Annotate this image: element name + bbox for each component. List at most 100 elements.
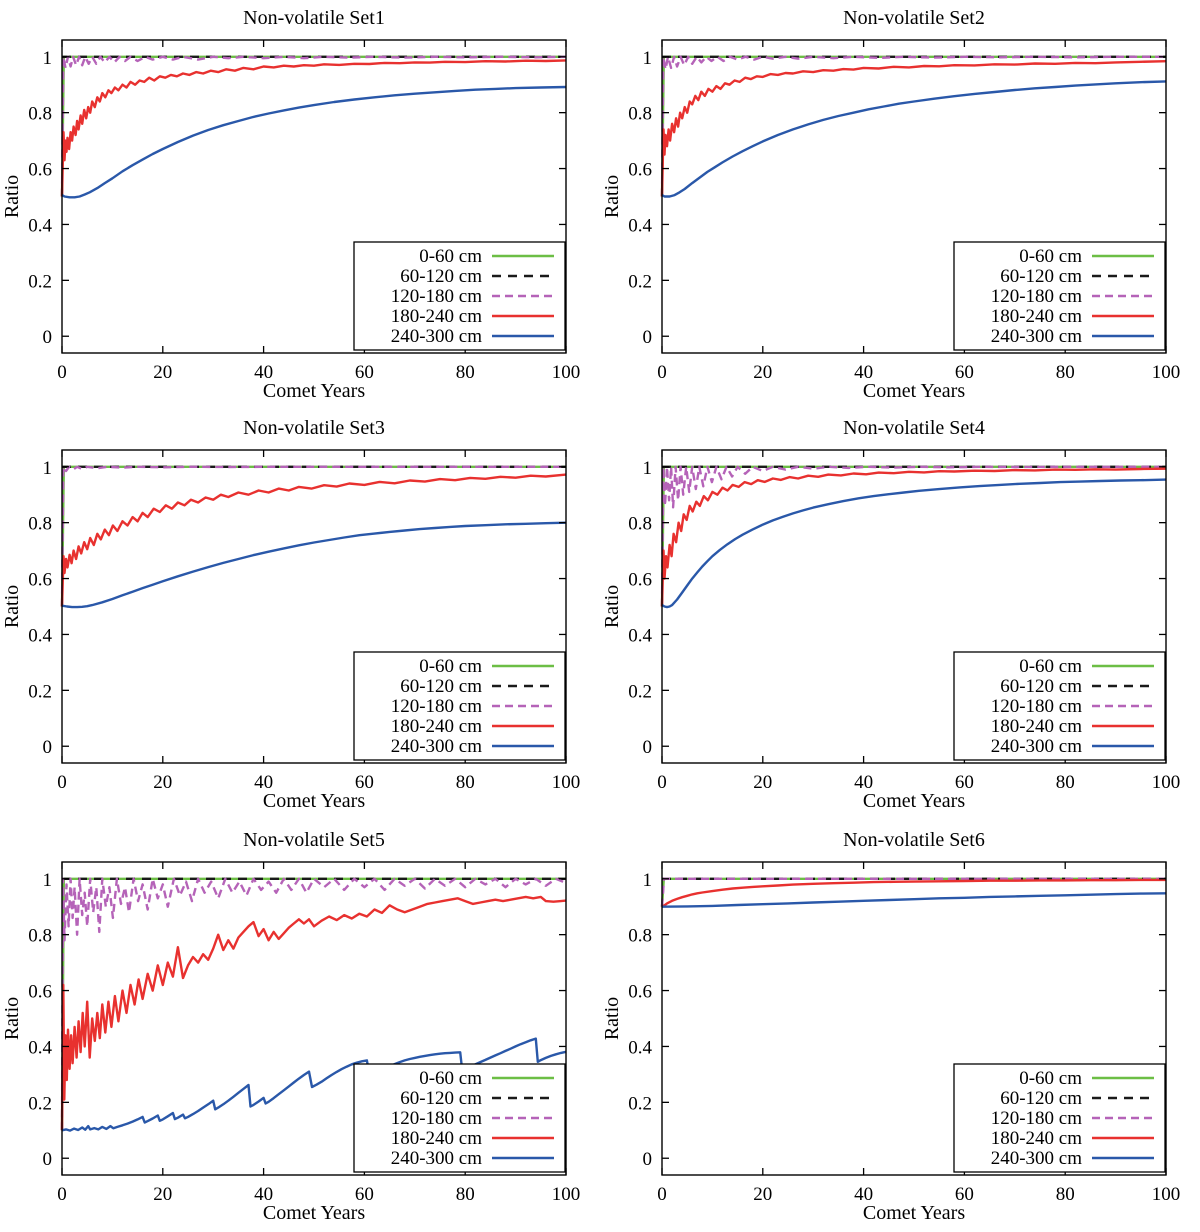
- y-tick-label: 0.2: [28, 681, 52, 702]
- legend-label: 60-120 cm: [1000, 676, 1082, 697]
- x-tick-label: 40: [854, 362, 873, 383]
- legend-label: 240-300 cm: [391, 326, 483, 347]
- x-tick-label: 80: [1056, 1184, 1075, 1205]
- series-line-0-60-cm: [60, 55, 566, 197]
- legend-label: 120-180 cm: [991, 286, 1083, 307]
- axis-ticks: [661, 40, 1167, 353]
- legend-label: 60-120 cm: [400, 676, 482, 697]
- series-line-120-180-cm: [60, 877, 567, 1131]
- legend-label: 180-240 cm: [991, 1128, 1083, 1149]
- y-tick-label: 0.8: [628, 104, 652, 125]
- x-tick-label: 60: [355, 772, 374, 793]
- legend-label: 120-180 cm: [991, 696, 1083, 717]
- y-tick-label: 1: [643, 870, 653, 891]
- x-tick-label: 100: [1152, 362, 1181, 383]
- x-axis-label: Comet Years: [263, 380, 365, 402]
- series-line-120-180-cm: [660, 465, 1166, 607]
- chart-cell-set3: 0 20 40 60 80 100 0 0.2 0.4 0.6 0.8 1 Non-volatile S…: [0, 410, 600, 822]
- series-line-120-180-cm: [60, 465, 566, 607]
- chart-cell-set5: 0 20 40 60 80 100 0 0.2 0.4 0.6 0.8 1 Non-volatile S…: [0, 822, 600, 1232]
- chart-set4: 0 20 40 60 80 100 0 0.2 0.4 0.6 0.8 1 Non-volatile S…: [601, 417, 1181, 812]
- y-tick-label: 0.6: [28, 160, 52, 181]
- chart-set5: 0 20 40 60 80 100 0 0.2 0.4 0.6 0.8 1 Non-volatile S…: [1, 829, 581, 1224]
- chart-cell-set6: 0 20 40 60 80 100 0 0.2 0.4 0.6 0.8 1 Non-volatile S…: [600, 822, 1200, 1232]
- y-tick-label: 0.4: [28, 1037, 52, 1058]
- y-tick-label: 0.2: [628, 271, 652, 292]
- x-tick-label: 100: [552, 772, 581, 793]
- x-axis-label: Comet Years: [263, 1202, 365, 1224]
- y-tick-label: 0.2: [28, 271, 52, 292]
- y-tick-label: 0.4: [28, 625, 52, 646]
- y-tick-label: 0: [643, 327, 653, 348]
- x-tick-label: 100: [1152, 772, 1181, 793]
- series-line-240-300-cm: [661, 892, 1167, 908]
- y-axis-label: Ratio: [601, 585, 623, 628]
- y-tick-label: 1: [643, 48, 653, 69]
- x-tick-label: 20: [753, 772, 772, 793]
- chart-title: Non-volatile Set4: [843, 417, 985, 439]
- legend-label: 120-180 cm: [991, 1108, 1083, 1129]
- legend-label: 60-120 cm: [1000, 1088, 1082, 1109]
- y-tick-label: 0.8: [28, 926, 52, 947]
- plot-border: [61, 861, 567, 1176]
- legend-label: 180-240 cm: [391, 1128, 483, 1149]
- series-line-120-180-cm: [660, 877, 1166, 907]
- x-tick-label: 0: [657, 772, 667, 793]
- x-tick-label: 60: [955, 772, 974, 793]
- chart-title: Non-volatile Set6: [843, 829, 985, 851]
- plot-border: [61, 449, 567, 764]
- y-tick-label: 0.2: [628, 681, 652, 702]
- y-tick-label: 0.8: [28, 104, 52, 125]
- legend-box: [353, 651, 566, 761]
- x-tick-label: 20: [753, 1184, 772, 1205]
- legend-label: 240-300 cm: [991, 1148, 1083, 1169]
- y-axis-label: Ratio: [1, 997, 23, 1040]
- series-line-240-300-cm: [661, 478, 1167, 609]
- chart-title: Non-volatile Set2: [843, 7, 985, 29]
- legend-label: 60-120 cm: [400, 266, 482, 287]
- y-tick-label: 0: [643, 1149, 653, 1170]
- y-tick-label: 0.2: [28, 1093, 52, 1114]
- legend-label: 0-60 cm: [1019, 656, 1082, 677]
- chart-set2: 0 20 40 60 80 100 0 0.2 0.4 0.6 0.8 1 Non-volatile S…: [601, 7, 1181, 402]
- chart-title: Non-volatile Set5: [243, 829, 385, 851]
- chart-title: Non-volatile Set1: [243, 7, 385, 29]
- y-tick-label: 0.6: [628, 570, 652, 591]
- series-line-0-60-cm: [660, 55, 1166, 197]
- y-axis-label: Ratio: [1, 585, 23, 628]
- x-tick-label: 40: [254, 772, 273, 793]
- legend-label: 120-180 cm: [391, 286, 483, 307]
- x-tick-label: 60: [355, 1184, 374, 1205]
- series-line-180-240-cm: [661, 878, 1166, 908]
- y-axis-label: Ratio: [1, 175, 23, 218]
- legend-label: 180-240 cm: [391, 306, 483, 327]
- series-line-180-240-cm: [660, 60, 1167, 197]
- x-tick-label: 20: [753, 362, 772, 383]
- y-tick-label: 0.8: [628, 514, 652, 535]
- plot-border: [661, 861, 1167, 1176]
- y-tick-label: 0.4: [628, 625, 652, 646]
- legend-label: 0-60 cm: [1019, 1068, 1082, 1089]
- y-tick-label: 0.4: [28, 215, 52, 236]
- series-line-240-300-cm: [661, 80, 1167, 198]
- y-axis-label: Ratio: [601, 175, 623, 218]
- x-tick-label: 40: [854, 772, 873, 793]
- x-tick-label: 100: [1152, 1184, 1181, 1205]
- axis-ticks: [661, 450, 1167, 763]
- chart-cell-set2: 0 20 40 60 80 100 0 0.2 0.4 0.6 0.8 1 Non-volatile S…: [600, 0, 1200, 410]
- y-tick-label: 0: [643, 737, 653, 758]
- y-tick-label: 1: [643, 458, 653, 479]
- legend-box: [953, 1063, 1166, 1173]
- plot-border: [661, 39, 1167, 354]
- x-tick-label: 100: [552, 1184, 581, 1205]
- legend-label: 120-180 cm: [391, 1108, 483, 1129]
- series-line-240-300-cm: [61, 521, 567, 609]
- x-tick-label: 80: [1056, 362, 1075, 383]
- legend-label: 240-300 cm: [991, 736, 1083, 757]
- legend-label: 180-240 cm: [391, 716, 483, 737]
